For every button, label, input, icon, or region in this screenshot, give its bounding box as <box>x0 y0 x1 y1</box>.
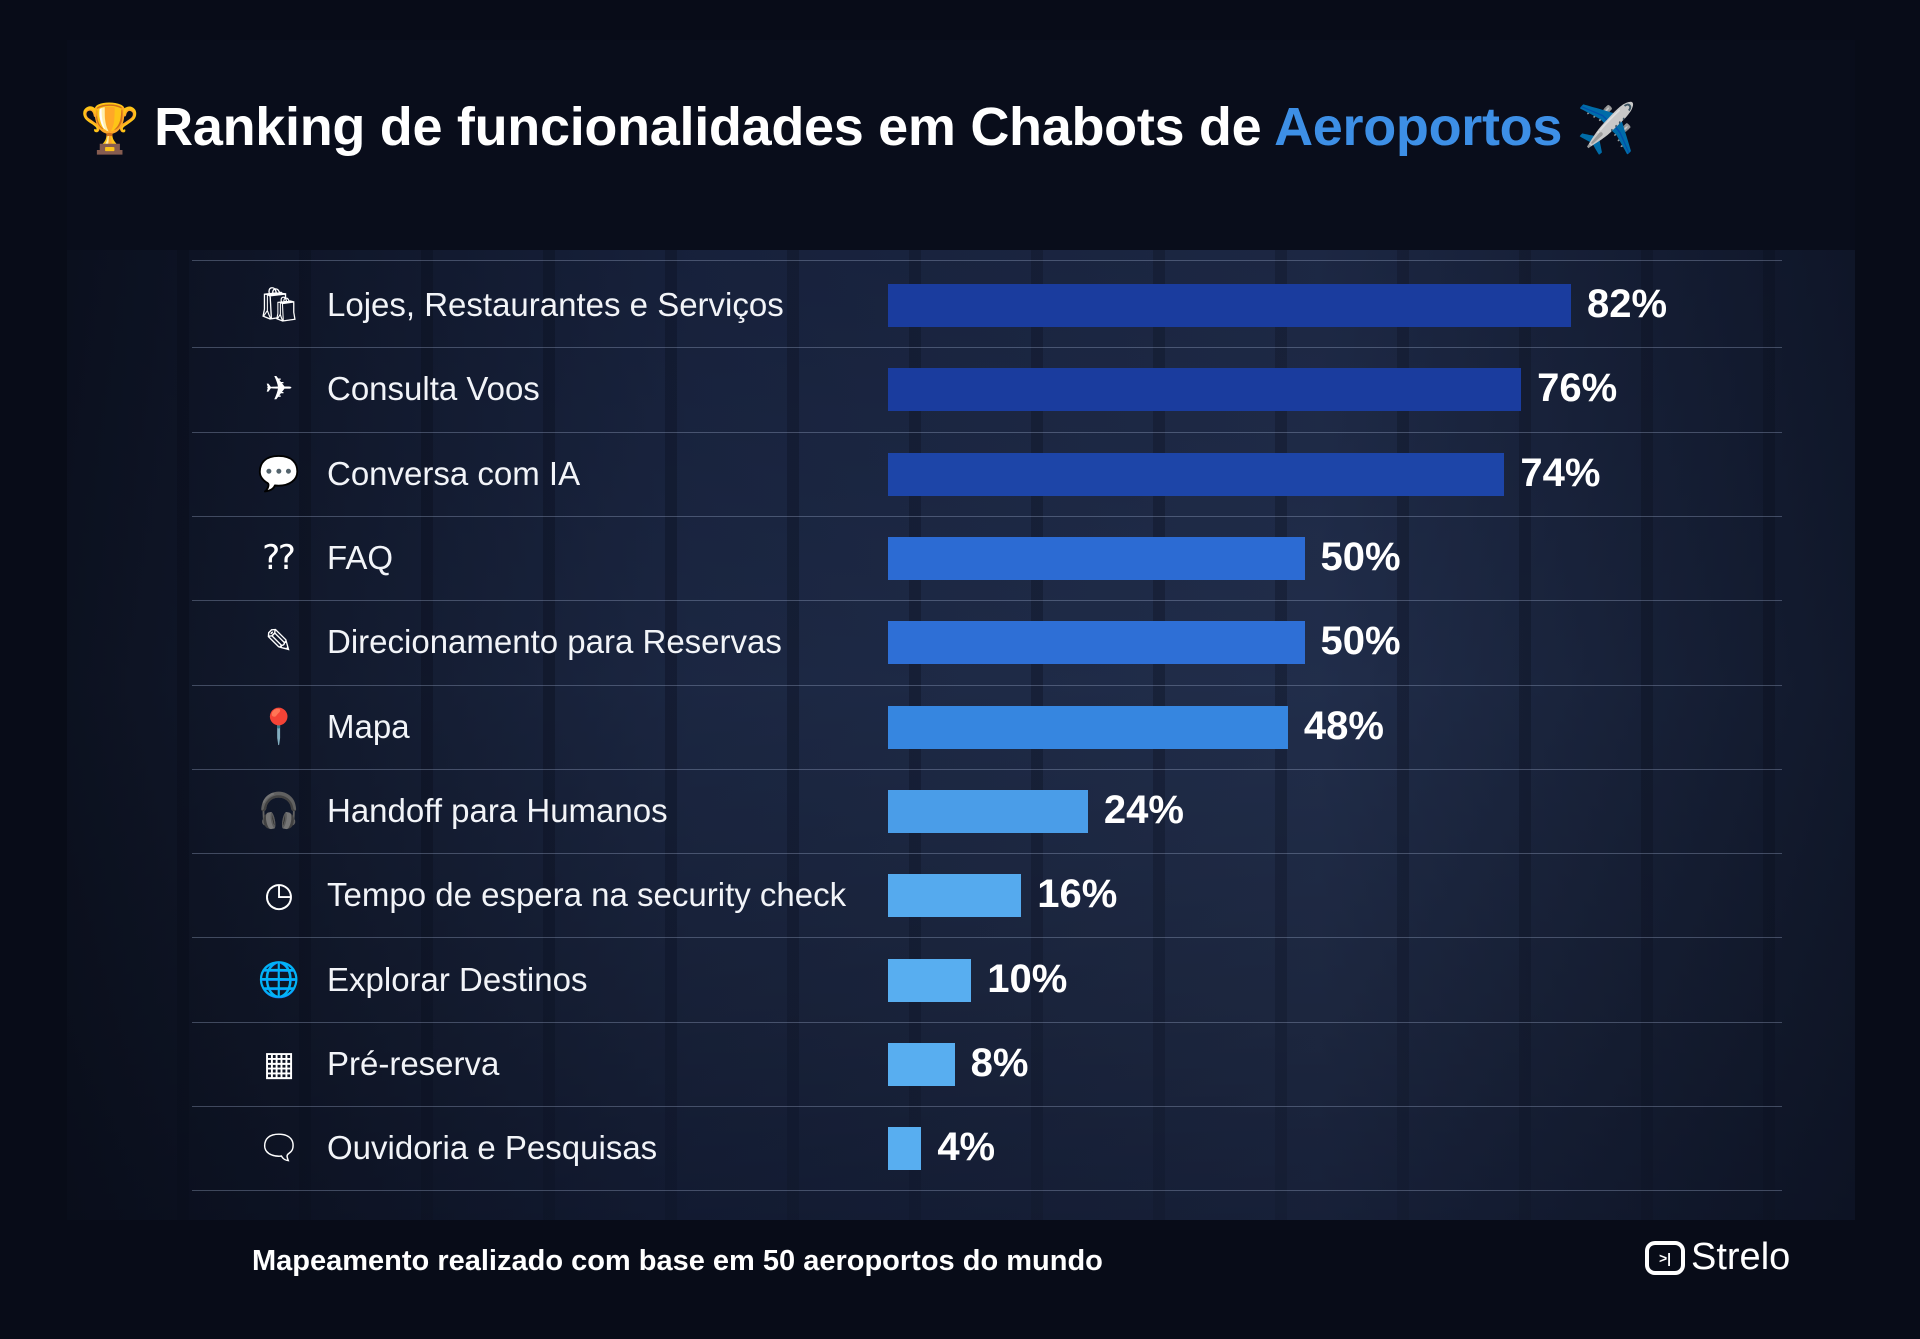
airplane-icon: ✈ <box>264 369 294 410</box>
category-label: Ouvidoria e Pesquisas <box>327 1129 658 1167</box>
bar <box>888 1042 955 1086</box>
edit-booking-icon: ✎ <box>264 622 294 663</box>
row-separator <box>192 853 1782 855</box>
value-label: 24% <box>1103 787 1184 832</box>
value-label: 8% <box>970 1040 1029 1085</box>
bar <box>888 452 1505 496</box>
value-label: 76% <box>1537 366 1618 411</box>
header-background <box>67 40 1855 250</box>
airplane-icon: ✈️ <box>1576 103 1637 156</box>
globe-icon: 🌐 <box>257 959 301 1000</box>
row-separator <box>192 260 1782 261</box>
value-label: 50% <box>1320 619 1401 664</box>
brand-logo: >| Strelo <box>1645 1236 1790 1279</box>
title-accent: Aeroportos <box>1274 97 1563 157</box>
footer-note: Mapeamento realizado com base em 50 aero… <box>252 1245 1103 1277</box>
clock-icon: ◷ <box>264 875 294 916</box>
value-label: 50% <box>1320 535 1401 580</box>
bar <box>888 958 972 1002</box>
row-separator <box>192 1190 1782 1192</box>
shopping-bag-icon: 🛍 <box>257 285 301 326</box>
row-separator <box>192 1021 1782 1023</box>
title-main: Ranking de funcionalidades em Chabots de <box>154 97 1262 157</box>
feedback-icon: 🗨 <box>257 1128 301 1169</box>
row-separator <box>192 937 1782 939</box>
category-label: Lojes, Restaurantes e Serviços <box>327 286 784 324</box>
category-label: Explorar Destinos <box>327 960 588 998</box>
category-label: Mapa <box>327 707 410 745</box>
bar <box>888 789 1088 833</box>
value-label: 16% <box>1037 872 1118 917</box>
row-separator <box>192 515 1782 517</box>
bar <box>888 705 1288 749</box>
bar <box>888 621 1305 665</box>
bar <box>888 368 1522 412</box>
brand-name: Strelo <box>1691 1236 1791 1278</box>
category-label: Handoff para Humanos <box>327 791 668 829</box>
value-label: 10% <box>987 956 1068 1001</box>
category-label: FAQ <box>327 539 394 577</box>
trophy-icon: 🏆 <box>80 103 140 156</box>
row-separator <box>192 684 1782 686</box>
page-title: 🏆 Ranking de funcionalidades em Chabots … <box>80 96 1840 158</box>
bar <box>888 537 1305 581</box>
category-label: Pré-reserva <box>327 1044 500 1082</box>
chat-bubble-icon: 💬 <box>257 453 301 494</box>
headset-icon: 🎧 <box>257 790 301 831</box>
row-separator <box>192 600 1782 602</box>
calendar-icon: ▦ <box>262 1043 296 1084</box>
bar <box>888 874 1022 918</box>
category-label: Consulta Voos <box>327 370 540 408</box>
category-label: Conversa com IA <box>327 454 581 492</box>
map-pin-icon: 📍 <box>257 706 301 747</box>
category-label: Tempo de espera na security check <box>327 876 847 914</box>
value-label: 82% <box>1587 282 1668 327</box>
category-label: Direcionamento para Reservas <box>327 623 782 661</box>
bar <box>888 284 1572 328</box>
value-label: 74% <box>1520 450 1601 495</box>
strelo-logo-icon: >| <box>1645 1240 1685 1275</box>
row-separator <box>192 768 1782 770</box>
bar <box>888 1127 922 1171</box>
value-label: 4% <box>937 1125 996 1170</box>
value-label: 48% <box>1303 703 1384 748</box>
faq-icon: ⁇ <box>263 538 295 579</box>
row-separator <box>192 431 1782 433</box>
row-separator <box>192 347 1782 349</box>
row-separator <box>192 1106 1782 1107</box>
